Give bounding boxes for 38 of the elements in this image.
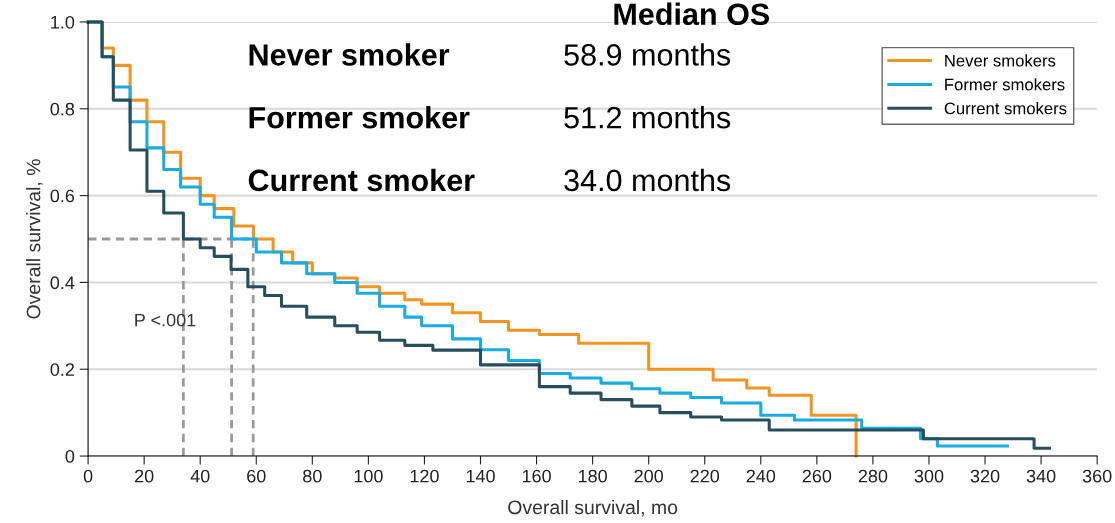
y-tick-label: 0 <box>65 449 75 463</box>
x-axis-title: Overall survival, mo <box>508 499 678 517</box>
annotation: Never smoker <box>249 43 450 66</box>
x-tick-label: 260 <box>802 469 832 483</box>
y-tick-label: 0.2 <box>50 363 74 376</box>
legend-label: Current smokers <box>944 102 1067 115</box>
annotation: P <.001 <box>135 313 196 327</box>
x-tick-label: 140 <box>466 469 495 483</box>
x-tick-label: 160 <box>522 469 551 483</box>
y-tick-label: 0.4 <box>50 276 75 290</box>
annotation: Former smoker <box>249 106 470 129</box>
y-axis-title: Overall survival, % <box>26 159 43 319</box>
x-tick-label: 100 <box>354 469 383 483</box>
x-tick-label: 340 <box>1026 469 1056 483</box>
x-tick-label: 60 <box>247 469 266 483</box>
x-tick-label: 220 <box>690 469 720 483</box>
x-tick-label: 280 <box>858 469 888 483</box>
annotation: Current smoker <box>248 168 475 192</box>
y-tick-label: 0.8 <box>50 102 75 116</box>
x-tick-label: 360 <box>1082 469 1112 483</box>
annotation: 51.2 months <box>564 106 731 129</box>
x-tick-label: 240 <box>746 469 776 483</box>
x-tick-label: 320 <box>970 469 1000 483</box>
x-tick-label: 80 <box>303 469 322 483</box>
x-tick-label: 40 <box>190 469 210 483</box>
y-tick-label: 0.6 <box>50 189 75 203</box>
x-tick-label: 20 <box>135 469 154 483</box>
y-tick-label: 1.0 <box>51 15 75 29</box>
legend-label: Never smokers <box>945 54 1056 67</box>
annotation: Median OS <box>614 2 770 26</box>
legend-label: Former smokers <box>945 78 1065 91</box>
x-tick-label: 180 <box>578 469 607 483</box>
annotation: 34.0 months <box>564 168 731 192</box>
x-tick-label: 0 <box>83 469 93 483</box>
x-tick-label: 200 <box>634 469 664 483</box>
x-tick-label: 300 <box>914 469 944 483</box>
annotation: 58.9 months <box>564 43 731 66</box>
x-tick-label: 120 <box>410 469 439 483</box>
